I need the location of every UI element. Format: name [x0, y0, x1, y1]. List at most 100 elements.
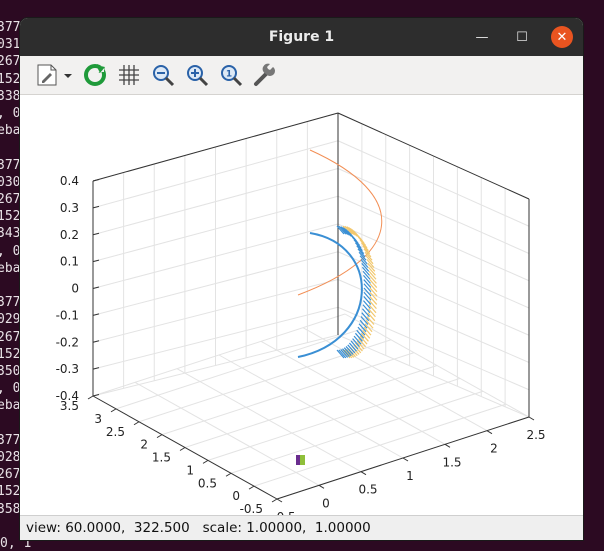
- plot-canvas[interactable]: 0.4 0.3 0.2 0.1 0 -0.1 -0.2 -0.3 -0.4 3.5 3 2.5 2 1.5…: [20, 95, 583, 524]
- replot-button[interactable]: [82, 62, 108, 88]
- ribbon-segment: [359, 239, 368, 249]
- floor-grid-line: [260, 340, 446, 445]
- title-bar[interactable]: Figure 1 — ☐ ✕: [20, 18, 583, 56]
- close-button[interactable]: ✕: [551, 26, 573, 48]
- minimize-button[interactable]: —: [475, 29, 489, 45]
- left-axis-tick: [271, 498, 278, 503]
- ribbon-segment: [361, 312, 370, 322]
- ribbon-segment: [346, 226, 355, 235]
- zoom-out-button[interactable]: [150, 62, 176, 88]
- ribbon-segment: [369, 283, 378, 293]
- grid-button[interactable]: [116, 62, 142, 88]
- ribbon-segment: [353, 335, 362, 345]
- left-axis-tick-label: 2: [140, 438, 148, 452]
- status-text: view: 60.0000, 322.500 scale: 1.00000, 1…: [26, 520, 371, 536]
- ribbon-segment: [357, 326, 366, 336]
- z-tick: [92, 340, 100, 343]
- terminal-line: eba: [0, 260, 21, 276]
- right-axis-tick: [402, 457, 409, 462]
- z-tick: [92, 313, 100, 316]
- left-axis-tick-label: 2.5: [106, 425, 125, 439]
- zoom-in-icon: [187, 65, 209, 87]
- ribbon-segment: [361, 266, 370, 276]
- terminal-line: , 0: [0, 106, 21, 121]
- plot-svg[interactable]: 0.4 0.3 0.2 0.1 0 -0.1 -0.2 -0.3 -0.43.5 3 2.5 2 1.5…: [20, 95, 583, 524]
- series-blue-ribbon: [336, 225, 372, 359]
- z-tick: [92, 179, 100, 182]
- ribbon-segment: [369, 291, 378, 301]
- terminal-line: 338: [0, 88, 21, 104]
- z-tick-label: -0.2: [56, 335, 79, 349]
- ribbon-segment: [342, 348, 350, 358]
- terminal-line: 028: [0, 450, 21, 465]
- ribbon-segment: [364, 251, 373, 261]
- floor-marker-purple: [296, 455, 301, 465]
- terminal-line: 029: [0, 312, 21, 328]
- z-tick-label: -0.3: [56, 362, 79, 376]
- ribbon-segment: [348, 342, 357, 352]
- floor-grid-line: [176, 368, 362, 473]
- ribbon-segment: [358, 251, 367, 261]
- left-axis-tick: [133, 421, 140, 426]
- replot-icon: [84, 64, 106, 86]
- z-tick: [92, 205, 100, 209]
- z-tick: [92, 286, 100, 289]
- ribbon-segment: [347, 344, 356, 354]
- export-button[interactable]: [34, 62, 74, 88]
- ribbon-segment: [356, 340, 365, 350]
- ribbon-segment: [369, 279, 378, 288]
- ribbon-segment: [360, 259, 369, 268]
- terminal-line: 377: [0, 432, 21, 448]
- grid-icon: [119, 65, 139, 85]
- settings-button[interactable]: [252, 62, 278, 88]
- ribbon-segment: [348, 226, 356, 236]
- z-tick-label: 0: [71, 282, 79, 296]
- terminal-line: eba: [0, 123, 21, 139]
- terminal-line: 343: [0, 226, 21, 242]
- right-axis-tick: [318, 484, 325, 489]
- axis-edge: [337, 112, 530, 200]
- maximize-button[interactable]: ☐: [516, 29, 528, 45]
- ribbon-segment: [368, 304, 377, 314]
- terminal-line: 152: [0, 346, 21, 362]
- terminal-line: 377: [0, 157, 21, 173]
- left-axis-tick-label: 3: [94, 412, 102, 426]
- terminal-line: 350: [0, 364, 21, 379]
- plot-toolbar: 1: [20, 56, 583, 95]
- ribbon-segment: [362, 300, 371, 310]
- terminal-line: 358: [0, 501, 21, 517]
- left-axis-tick-label: -0.5: [240, 502, 263, 515]
- zoom-reset-button[interactable]: 1: [218, 62, 244, 88]
- ribbon-segment: [336, 349, 345, 359]
- terminal-line: 152: [0, 484, 21, 500]
- floor-grid-line: [302, 327, 488, 432]
- ribbon-segment: [363, 326, 372, 336]
- terminal-line: , 0: [0, 381, 21, 397]
- terminal-line: , 0: [0, 243, 21, 259]
- ribbon-segment: [368, 270, 377, 280]
- ribbon-segment: [362, 245, 371, 255]
- left-axis-tick: [202, 459, 209, 464]
- ribbon-segment: [354, 332, 363, 342]
- ribbon-segment: [340, 226, 349, 235]
- ribbon-segment: [352, 338, 361, 348]
- ribbon-segment: [362, 304, 371, 314]
- ribbon-segment: [359, 335, 368, 345]
- ribbon-segment: [366, 316, 375, 325]
- z-tick-label: 0.1: [60, 255, 79, 269]
- ribbon-segment: [354, 342, 363, 352]
- left-axis-tick: [110, 408, 117, 413]
- ribbon-segment: [360, 332, 369, 342]
- ribbon-segment: [361, 308, 370, 318]
- left-axis-tick-label: 3.5: [60, 399, 79, 413]
- left-axis-tick: [156, 434, 163, 439]
- terminal-line: 267: [0, 192, 21, 207]
- zoom-in-button[interactable]: [184, 62, 210, 88]
- ribbon-segment: [361, 262, 370, 272]
- ribbon-segment: [340, 349, 349, 358]
- terminal-line: 377: [0, 20, 21, 35]
- ribbon-segment: [367, 266, 376, 276]
- terminal-line: 152: [0, 71, 21, 87]
- terminal-line: eba: [0, 398, 21, 414]
